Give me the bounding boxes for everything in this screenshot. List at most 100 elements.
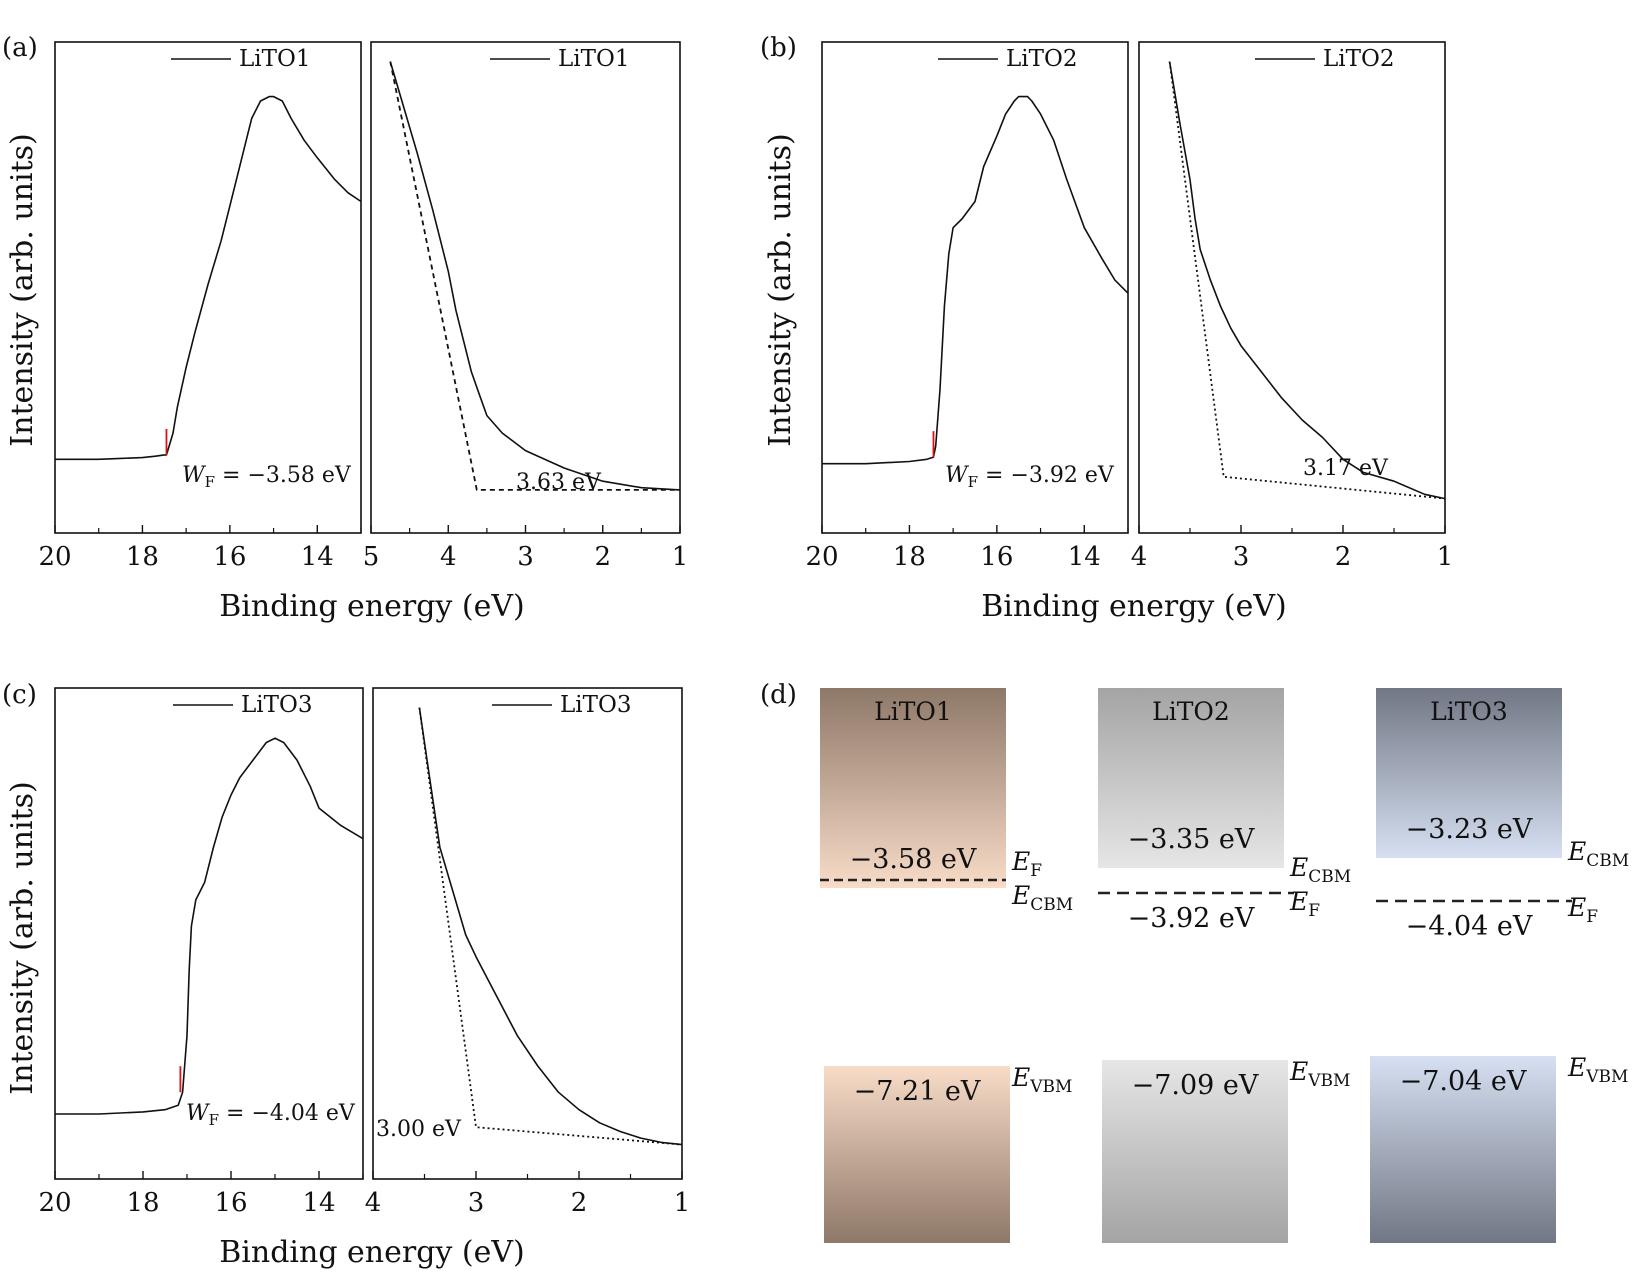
x-tick-label: 14 bbox=[1068, 542, 1101, 572]
x-tick-label: 16 bbox=[980, 542, 1013, 572]
legend-label: LiTO2 bbox=[1006, 46, 1077, 72]
legend-label: LiTO1 bbox=[239, 46, 310, 72]
wf-value: = −3.58 eV bbox=[215, 463, 352, 488]
panel-label-d: (d) bbox=[760, 680, 797, 710]
x-tick-label: 3 bbox=[1233, 542, 1250, 572]
energy-subscript: CBM bbox=[1308, 867, 1351, 887]
subplot-a-cutoff: 20 18 16 14 LiTO1 bbox=[38, 41, 362, 572]
x-tick-label: 4 bbox=[1131, 542, 1148, 572]
conduction-band-block bbox=[1098, 688, 1284, 868]
x-tick-label: 2 bbox=[571, 1188, 588, 1218]
legend-label: LiTO3 bbox=[241, 692, 312, 718]
wf-value: = −3.92 eV bbox=[978, 463, 1115, 488]
label-e-cbm: ECBM bbox=[1289, 853, 1351, 887]
x-axis-label-c: Binding energy (eV) bbox=[219, 1235, 525, 1270]
label-e-f: EF bbox=[1567, 893, 1598, 927]
wf-value: = −4.04 eV bbox=[219, 1101, 356, 1126]
plot-frame bbox=[1138, 41, 1446, 534]
plot-frame bbox=[372, 687, 683, 1180]
energy-symbol: E bbox=[1011, 1063, 1030, 1092]
subplot-b-cutoff: 20 18 16 14 LiTO2 bbox=[805, 41, 1129, 572]
cbm-value: −3.23 eV bbox=[1406, 814, 1533, 845]
x-tick-label: 18 bbox=[126, 1188, 159, 1218]
data-line-LiTO2 bbox=[1168, 61, 1446, 500]
gap-label-c: 3.00 eV bbox=[376, 1117, 462, 1142]
energy-subscript: F bbox=[1586, 907, 1598, 927]
energy-symbol: E bbox=[1289, 853, 1308, 882]
label-e-f: EF bbox=[1011, 847, 1042, 881]
y-axis-label-a: Intensity (arb. units) bbox=[5, 133, 40, 446]
valence-band-block bbox=[1370, 1056, 1556, 1243]
x-tick-label: 5 bbox=[363, 542, 380, 572]
x-tick-label: 4 bbox=[440, 542, 457, 572]
cbm-value: −3.58 eV bbox=[850, 844, 977, 875]
energy-symbol: E bbox=[1011, 847, 1030, 876]
wf-symbol: W bbox=[945, 463, 970, 488]
energy-subscript: VBM bbox=[1585, 1067, 1628, 1087]
energy-symbol: E bbox=[1567, 893, 1586, 922]
plot-frame bbox=[821, 41, 1129, 534]
panel-label-c: (c) bbox=[2, 680, 37, 710]
x-tick-label: 3 bbox=[468, 1188, 485, 1218]
x-axis-label-b: Binding energy (eV) bbox=[981, 589, 1287, 624]
data-line-LiTO3 bbox=[55, 737, 364, 1115]
energy-subscript: CBM bbox=[1030, 895, 1073, 915]
x-tick-label: 2 bbox=[594, 542, 611, 572]
panel-label-a: (a) bbox=[2, 33, 38, 63]
material-name: LiTO1 bbox=[874, 697, 952, 726]
x-tick-label: 2 bbox=[1335, 542, 1352, 572]
x-tick-label: 20 bbox=[38, 542, 71, 572]
x-tick-label: 18 bbox=[893, 542, 926, 572]
vbm-value: −7.04 eV bbox=[1400, 1066, 1527, 1097]
plot-frame bbox=[370, 41, 681, 534]
energy-symbol: E bbox=[1289, 1057, 1308, 1086]
label-e-cbm: ECBM bbox=[1567, 837, 1629, 871]
x-tick-label: 4 bbox=[365, 1188, 382, 1218]
fit-line bbox=[1168, 61, 1446, 500]
data-line-LiTO3 bbox=[418, 707, 683, 1146]
gap-label-a: 3.63 eV bbox=[516, 470, 602, 495]
x-axis-label-a: Binding energy (eV) bbox=[219, 589, 525, 624]
wf-sub: F bbox=[968, 473, 978, 491]
y-axis-label-c: Intensity (arb. units) bbox=[5, 781, 40, 1094]
plot-frame bbox=[54, 41, 362, 534]
band-diagram-layer: LiTO1−3.58 eV−7.21 eVEFECBMEVBMLiTO2−3.3… bbox=[820, 688, 1629, 1243]
legend-label: LiTO3 bbox=[560, 692, 631, 718]
energy-symbol: E bbox=[1289, 887, 1308, 916]
energy-symbol: E bbox=[1011, 881, 1030, 910]
x-tick-label: 1 bbox=[674, 1188, 691, 1218]
material-name: LiTO3 bbox=[1430, 697, 1508, 726]
subplot-b-valence: 4 3 2 1 LiTO2 bbox=[1131, 41, 1454, 572]
x-tick-label: 14 bbox=[302, 1188, 335, 1218]
energy-subscript: F bbox=[1308, 901, 1320, 921]
wf-symbol: W bbox=[186, 1101, 211, 1126]
label-e-cbm: ECBM bbox=[1011, 881, 1073, 915]
y-axis-label-b: Intensity (arb. units) bbox=[763, 133, 798, 446]
data-line-LiTO1 bbox=[55, 95, 362, 461]
energy-subscript: CBM bbox=[1586, 851, 1629, 871]
energy-symbol: E bbox=[1567, 837, 1586, 866]
subplot-c-cutoff: 20 18 16 14 LiTO3 bbox=[38, 687, 364, 1218]
workfunction-label-c: WF = −4.04 eV bbox=[186, 1101, 356, 1129]
label-e-f: EF bbox=[1289, 887, 1320, 921]
x-tick-label: 20 bbox=[805, 542, 838, 572]
fit-line bbox=[389, 61, 680, 491]
workfunction-label-b: WF = −3.92 eV bbox=[945, 463, 1115, 491]
vbm-value: −7.21 eV bbox=[854, 1076, 981, 1107]
gap-label-b: 3.17 eV bbox=[1303, 456, 1389, 481]
energy-subscript: VBM bbox=[1307, 1071, 1350, 1091]
x-tick-label: 14 bbox=[301, 542, 334, 572]
valence-band-block bbox=[824, 1066, 1010, 1243]
x-tick-label: 20 bbox=[38, 1188, 71, 1218]
x-tick-label: 1 bbox=[1437, 542, 1454, 572]
energy-subscript: VBM bbox=[1029, 1077, 1072, 1097]
label-e-vbm: EVBM bbox=[1289, 1057, 1350, 1091]
valence-band-block bbox=[1102, 1060, 1288, 1243]
fermi-value: −4.04 eV bbox=[1406, 911, 1533, 942]
wf-sub: F bbox=[205, 473, 215, 491]
subplot-a-valence: 5 4 3 2 1 LiTO1 bbox=[363, 41, 688, 572]
legend-label: LiTO2 bbox=[1323, 46, 1394, 72]
energy-subscript: F bbox=[1030, 861, 1042, 881]
